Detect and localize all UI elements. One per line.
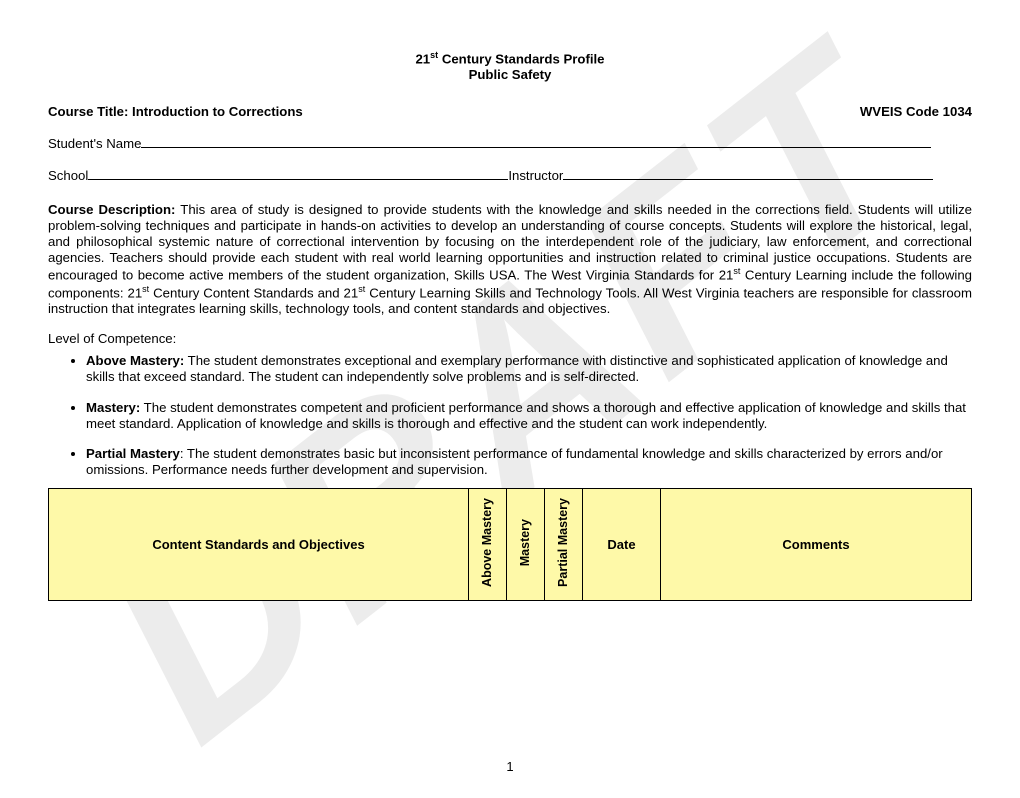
desc-mid2: Century Content Standards and 21 [149, 285, 358, 300]
level-label: Partial Mastery [86, 446, 180, 461]
table-header-row: Content Standards and Objectives Above M… [49, 488, 972, 600]
th-comments: Comments [661, 488, 972, 600]
th-above-mastery: Above Mastery [469, 488, 507, 600]
header-line-1: 21st Century Standards Profile [48, 50, 972, 67]
header-pre: 21 [415, 51, 430, 66]
level-text: The student demonstrates competent and p… [86, 400, 966, 431]
student-name-blank[interactable] [141, 136, 931, 148]
header-post: Century Standards Profile [438, 51, 604, 66]
th-above-mastery-text: Above Mastery [480, 498, 495, 587]
course-description-label: Course Description: [48, 202, 175, 217]
th-date: Date [583, 488, 661, 600]
course-title: Course Title: Introduction to Correction… [48, 104, 303, 120]
student-name-label: Student's Name [48, 136, 141, 151]
instructor-blank[interactable] [563, 168, 933, 180]
list-item: Mastery: The student demonstrates compet… [86, 400, 972, 432]
school-label: School [48, 168, 88, 183]
student-name-row: Student's Name [48, 136, 972, 152]
th-mastery-text: Mastery [518, 519, 533, 566]
course-description: Course Description: This area of study i… [48, 202, 972, 317]
th-content: Content Standards and Objectives [49, 488, 469, 600]
header-line-2: Public Safety [48, 67, 972, 83]
list-item: Above Mastery: The student demonstrates … [86, 353, 972, 385]
level-text: : The student demonstrates basic but inc… [86, 446, 943, 477]
school-blank[interactable] [88, 168, 508, 180]
th-partial-mastery: Partial Mastery [545, 488, 583, 600]
th-mastery: Mastery [507, 488, 545, 600]
levels-list: Above Mastery: The student demonstrates … [48, 353, 972, 478]
wveis-code: WVEIS Code 1034 [860, 104, 972, 120]
level-text: The student demonstrates exceptional and… [86, 353, 948, 384]
header-sup: st [430, 50, 438, 60]
rubric-table: Content Standards and Objectives Above M… [48, 488, 972, 601]
level-label: Above Mastery: [86, 353, 184, 368]
level-intro: Level of Competence: [48, 331, 972, 347]
level-label: Mastery: [86, 400, 140, 415]
page-content: 21st Century Standards Profile Public Sa… [0, 0, 1020, 621]
list-item: Partial Mastery: The student demonstrate… [86, 446, 972, 478]
instructor-label: Instructor [508, 168, 563, 183]
page-number: 1 [0, 759, 1020, 774]
school-instructor-row: School Instructor [48, 168, 972, 184]
th-partial-mastery-text: Partial Mastery [556, 498, 571, 587]
